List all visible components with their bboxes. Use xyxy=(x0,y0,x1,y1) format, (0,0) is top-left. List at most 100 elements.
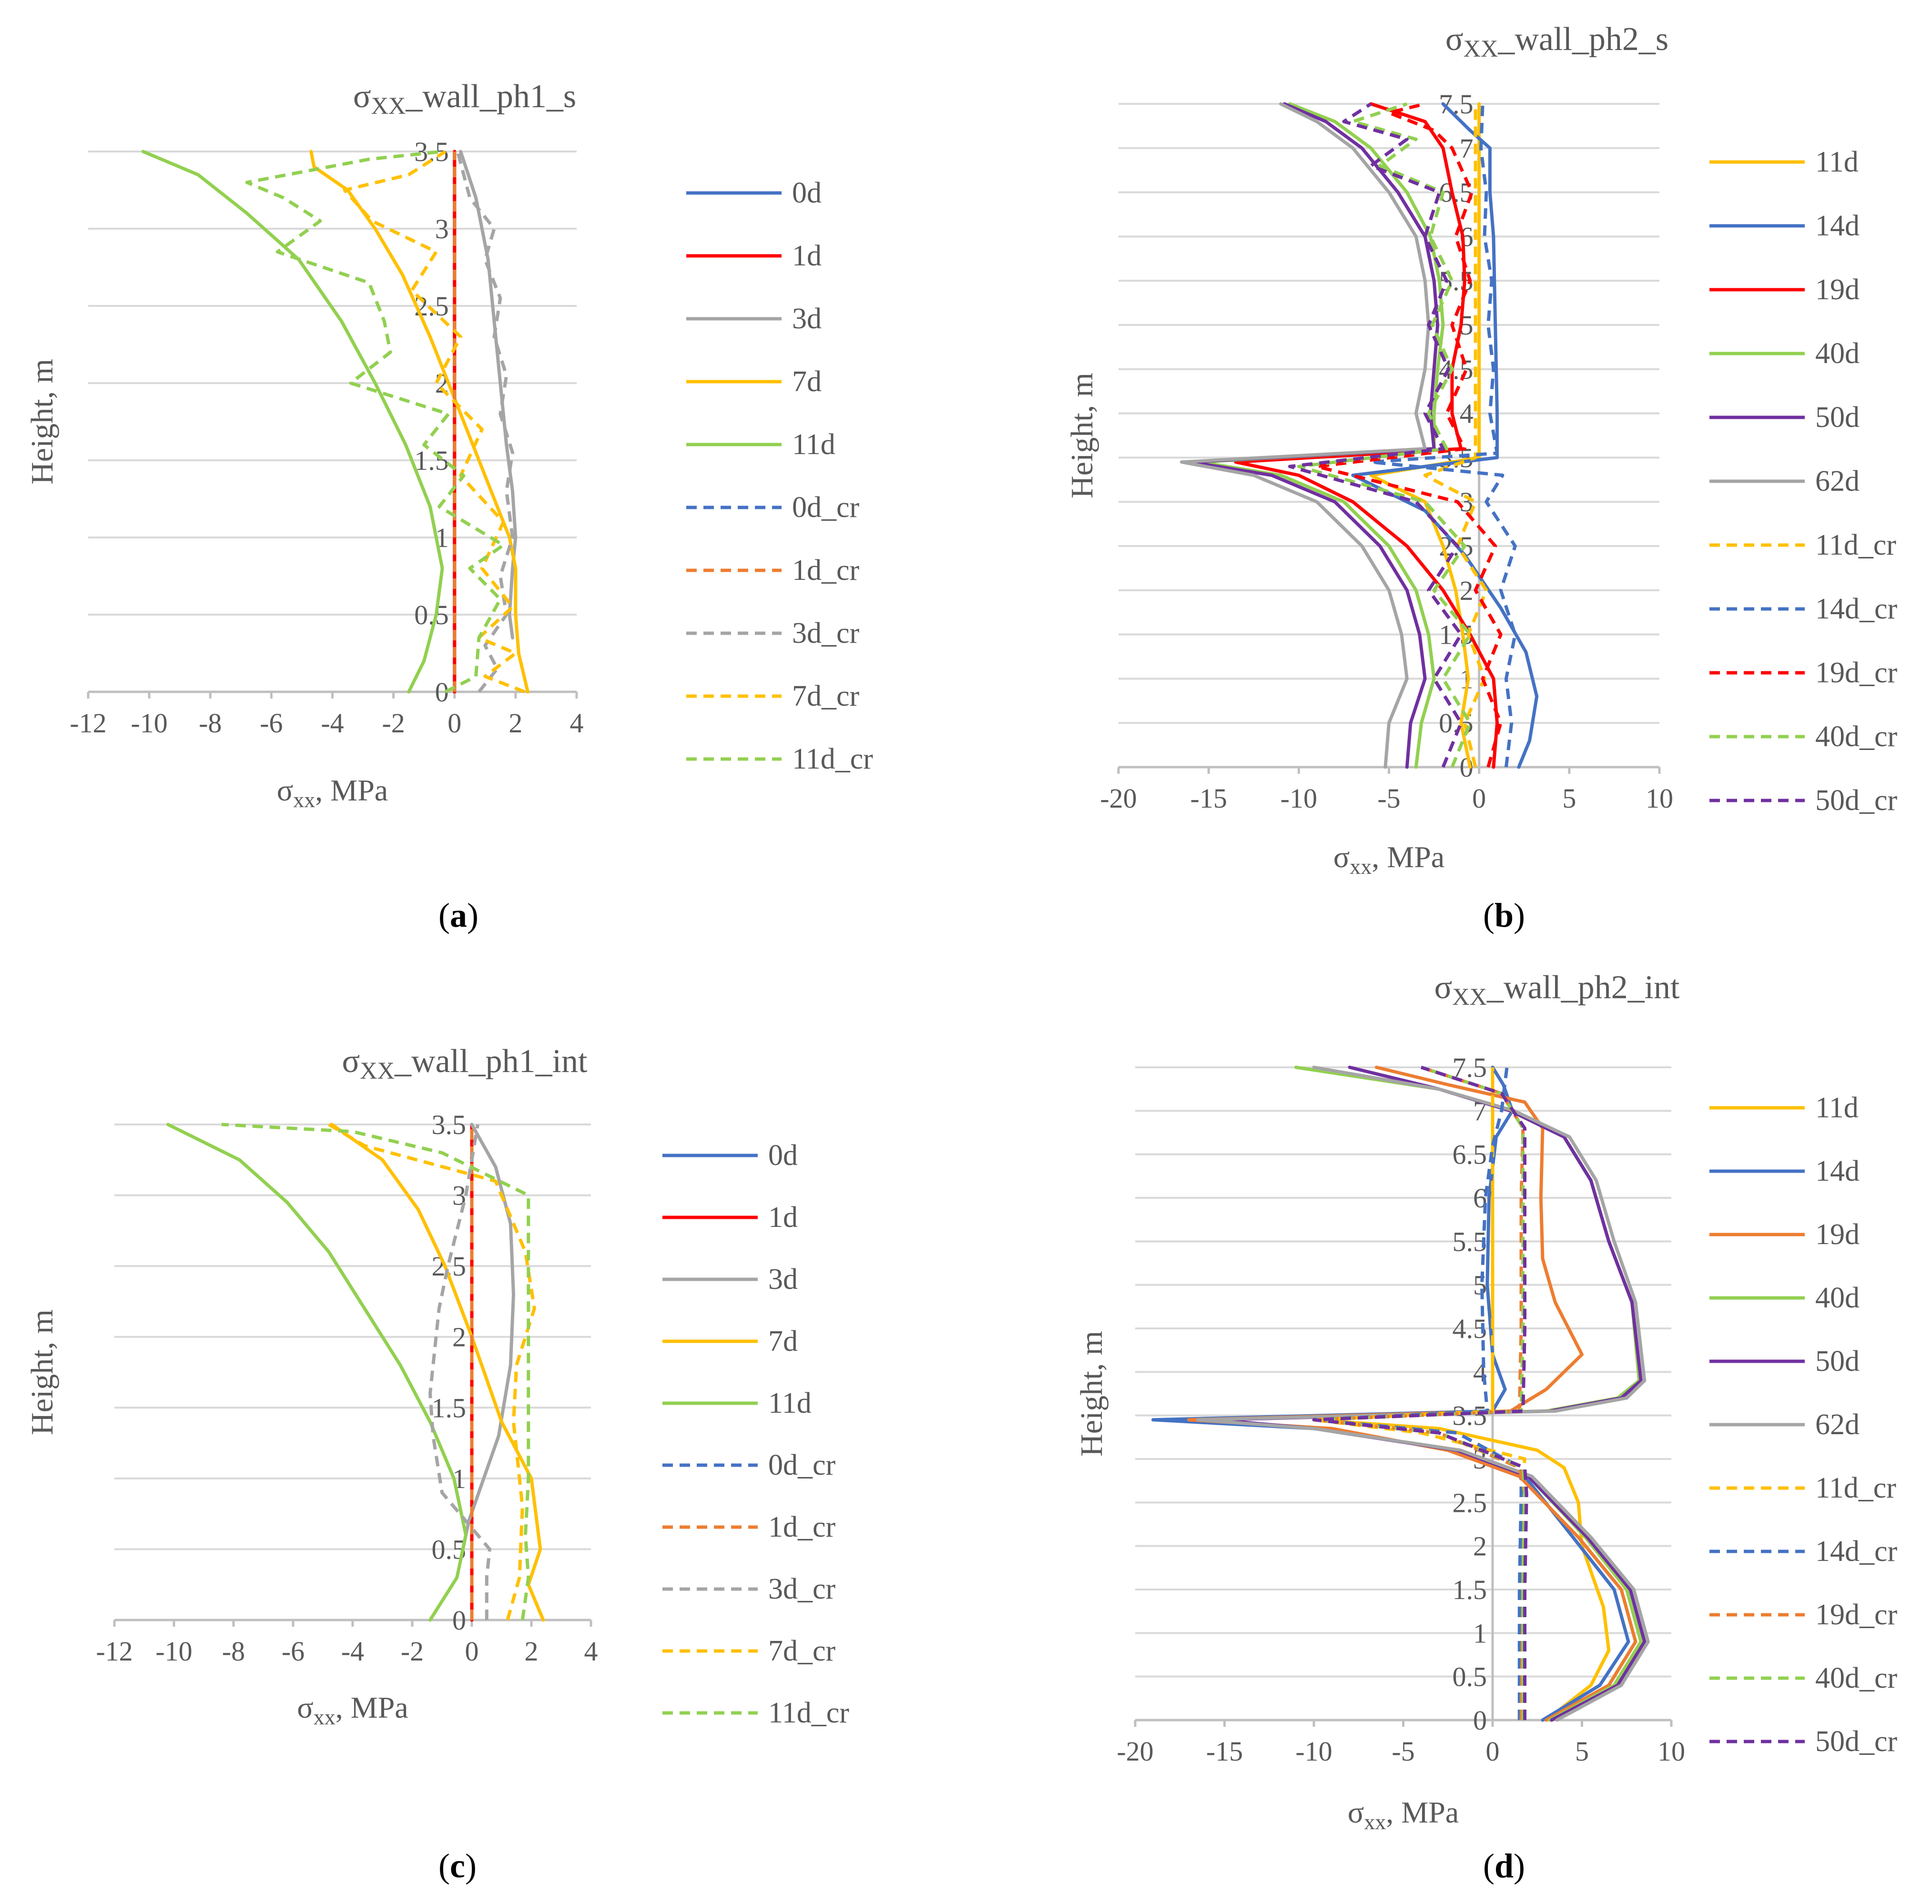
legend-label-0d_cr: 0d_cr xyxy=(792,491,860,524)
series-line-62d xyxy=(1196,1065,1650,1722)
x-tick-label: 0 xyxy=(447,708,461,739)
legend-label-14d: 14d xyxy=(1815,1155,1860,1187)
series-line-62d xyxy=(1180,102,1431,769)
series-line-14d_cr xyxy=(1312,1067,1523,1720)
x-tick-label: -6 xyxy=(282,1636,305,1667)
series-line-11d_cr xyxy=(1423,104,1488,768)
x-tick-label: -20 xyxy=(1100,783,1137,814)
x-tick-label: -4 xyxy=(341,1636,364,1667)
y-tick-label: 0 xyxy=(452,1605,466,1636)
series-line-3d xyxy=(459,150,518,640)
x-axis-label: σxx, MPa xyxy=(1348,1795,1459,1834)
x-axis-label-main: σ xyxy=(277,773,294,807)
series-line-19d xyxy=(1187,1065,1637,1722)
legend-label-19d: 19d xyxy=(1815,273,1860,306)
chart-title-rest: _wall_ph2_s xyxy=(1497,21,1668,58)
y-tick-label: 5 xyxy=(1473,1270,1487,1301)
chart-title: σXX_wall_ph2_int xyxy=(1434,969,1680,1010)
caption-b: (b) xyxy=(1483,896,1525,934)
x-axis-label-rest: , MPa xyxy=(336,1691,408,1724)
legend-label-1d: 1d xyxy=(792,240,822,272)
x-axis-label-sub: xx xyxy=(314,1705,336,1729)
chart-title-rest: _wall_ph1_s xyxy=(405,78,576,115)
x-tick-label: 5 xyxy=(1562,783,1576,814)
x-tick-label: 5 xyxy=(1575,1736,1589,1767)
x-tick-label: -5 xyxy=(1392,1736,1414,1767)
legend-label-7d_cr: 7d_cr xyxy=(792,680,860,712)
x-tick-label: -20 xyxy=(1117,1736,1153,1767)
y-tick-label: 3.5 xyxy=(1453,1400,1487,1431)
panel-b: -20 -15 -10 -5 0 5 10 0 0.5 1 1.5 2 2.5 3 3.5 4 4.5 5 5.5 6… xyxy=(966,0,1932,948)
legend-label-0d: 0d xyxy=(792,177,822,209)
x-axis-label: σxx, MPa xyxy=(297,1691,408,1729)
legend-label-11d_cr: 11d_cr xyxy=(792,743,873,775)
x-axis-label-main: σ xyxy=(1348,1795,1364,1829)
series-line-11d_cr xyxy=(221,1123,530,1620)
y-tick-label: 6.5 xyxy=(1453,1139,1487,1170)
legend-label-14d_cr: 14d_cr xyxy=(1815,593,1898,625)
y-axis-label: Height, m xyxy=(25,359,60,485)
series-line-7d_cr xyxy=(328,1123,536,1620)
legend-label-7d_cr: 7d_cr xyxy=(768,1635,836,1667)
legend-label-11d: 11d xyxy=(1815,1092,1859,1124)
x-tick-label: 4 xyxy=(584,1636,598,1667)
x-tick-label: 2 xyxy=(508,708,522,739)
series-line-3d_cr xyxy=(456,151,514,693)
x-axis-label-rest: , MPa xyxy=(315,773,388,807)
series-line-50d_cr xyxy=(1312,1065,1528,1720)
series-line-3d xyxy=(461,1123,515,1551)
series-line-50d xyxy=(1214,1065,1647,1722)
chart-title-main: σ xyxy=(353,78,371,115)
series-line-19d_cr xyxy=(1315,102,1503,768)
series-line-11d xyxy=(141,150,444,694)
series-line-50d xyxy=(1189,102,1440,769)
legend-label-0d: 0d xyxy=(768,1139,798,1172)
x-tick-label: 2 xyxy=(525,1636,539,1667)
chart-title-main: σ xyxy=(1445,21,1464,58)
x-tick-label: 0 xyxy=(1486,1736,1500,1767)
series-line-14d_cr xyxy=(1369,103,1517,768)
x-tick-label: -10 xyxy=(1281,783,1317,814)
x-tick-label: -12 xyxy=(96,1636,132,1667)
x-tick-label: -2 xyxy=(382,708,405,739)
x-tick-label: -10 xyxy=(131,708,167,739)
legend-label-50d: 50d xyxy=(1815,1345,1860,1377)
legend-label-11d: 11d xyxy=(1815,146,1859,178)
legend-label-62d: 62d xyxy=(1815,1408,1860,1441)
series-line-11d xyxy=(166,1123,468,1622)
chart-title-rest: _wall_ph1_int xyxy=(394,1043,588,1080)
series-line-14d xyxy=(1351,102,1539,769)
legend-label-1d_cr: 1d_cr xyxy=(792,554,860,587)
series-line-3d_cr xyxy=(428,1124,491,1620)
chart-c: -12 -10 -8 -6 -4 -2 0 2 400.511.522.533.5σXX_wal… xyxy=(25,1043,849,1729)
y-axis-label: Height, m xyxy=(1074,1331,1109,1457)
caption-a: (a) xyxy=(438,896,478,934)
y-tick-label: 3.5 xyxy=(432,1109,467,1140)
y-tick-label: 1 xyxy=(1473,1618,1487,1649)
legend-label-11d: 11d xyxy=(768,1387,812,1419)
chart-d: -20 -15 -10 -5 0 5 1000.511.522.533.544.555.56… xyxy=(1074,969,1898,1834)
y-tick-label: 0.5 xyxy=(1453,1661,1487,1692)
caption-c: (c) xyxy=(438,1847,477,1885)
legend-label-40d_cr: 40d_cr xyxy=(1815,1662,1898,1694)
series-line-40d xyxy=(1205,1065,1643,1722)
chart-title-sub: XX xyxy=(1452,983,1487,1010)
legend-label-3d: 3d xyxy=(792,303,822,335)
y-tick-label: 0 xyxy=(1473,1705,1487,1736)
legend-label-62d: 62d xyxy=(1815,465,1860,497)
legend-label-0d_cr: 0d_cr xyxy=(768,1449,836,1481)
x-axis-label-rest: , MPa xyxy=(1372,840,1444,874)
x-tick-label: -12 xyxy=(70,708,106,739)
x-tick-label: -15 xyxy=(1190,783,1227,814)
series-line-7d_cr xyxy=(343,150,526,694)
x-tick-label: -10 xyxy=(155,1636,192,1667)
x-tick-label: -2 xyxy=(401,1636,424,1667)
chart-title-sub: XX xyxy=(371,92,406,119)
legend-label-50d: 50d xyxy=(1815,401,1860,434)
x-axis-label-main: σ xyxy=(1333,840,1350,874)
chart-a: -12 -10 -8 -6 -4 -2 0 2 400.511.522.533.5σXX_wal… xyxy=(25,78,873,812)
x-tick-label: -5 xyxy=(1377,783,1400,814)
panel-c: -12 -10 -8 -6 -4 -2 0 2 4 0 0.5 1 1.5 2 2.5 3 3.5 σXX_wal… xyxy=(0,951,966,1902)
legend-label-7d: 7d xyxy=(792,365,822,398)
